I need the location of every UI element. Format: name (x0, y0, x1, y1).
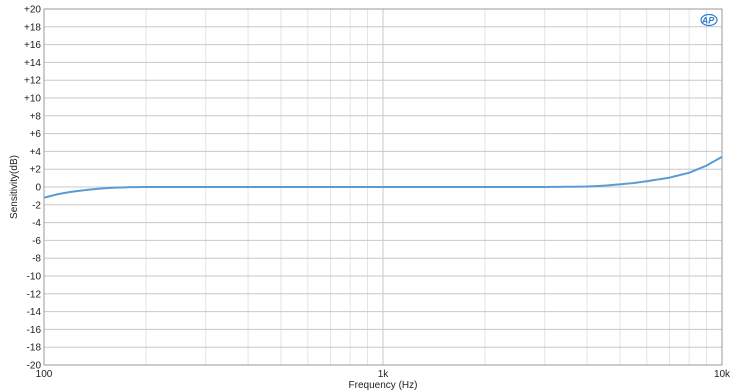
y-tick-label: -12 (27, 289, 42, 300)
x-tick-label: 1k (378, 369, 390, 380)
y-tick-label: -16 (27, 325, 42, 336)
y-axis-title: Sensitivity(dB) (9, 155, 20, 219)
y-tick-label: +16 (24, 40, 41, 51)
y-axis-tick-labels: +20+18+16+14+12+10+8+6+4+20-2-4-6-8-10-1… (24, 5, 41, 372)
y-tick-label: -2 (32, 200, 41, 211)
x-axis-tick-labels: 100 1k 10k (36, 369, 731, 380)
y-tick-label: +2 (30, 165, 42, 176)
y-tick-label: +6 (30, 129, 42, 140)
series-line (43, 155, 723, 199)
y-tick-label: -18 (27, 343, 42, 354)
y-tick-label: +10 (24, 94, 41, 105)
y-tick-label: +20 (24, 5, 41, 16)
y-tick-label: +18 (24, 22, 41, 33)
y-tick-label: +14 (24, 58, 41, 69)
y-tick-label: +8 (30, 111, 42, 122)
y-tick-label: -14 (27, 307, 42, 318)
y-tick-label: +4 (30, 147, 42, 158)
x-axis-title: Frequency (Hz) (349, 380, 418, 391)
x-tick-label: 10k (714, 369, 731, 380)
y-tick-label: -8 (32, 254, 41, 265)
y-tick-label: -10 (27, 272, 42, 283)
y-tick-label: 0 (35, 183, 41, 194)
plot-frame (43, 8, 723, 366)
y-tick-label: -6 (32, 236, 41, 247)
y-tick-label: -4 (32, 218, 41, 229)
ap-logo-icon: AP (700, 13, 718, 27)
logo-text: AP (701, 16, 715, 26)
x-tick-label: 100 (36, 369, 53, 380)
y-tick-label: +12 (24, 76, 41, 87)
y-tick-label: -20 (27, 361, 42, 372)
